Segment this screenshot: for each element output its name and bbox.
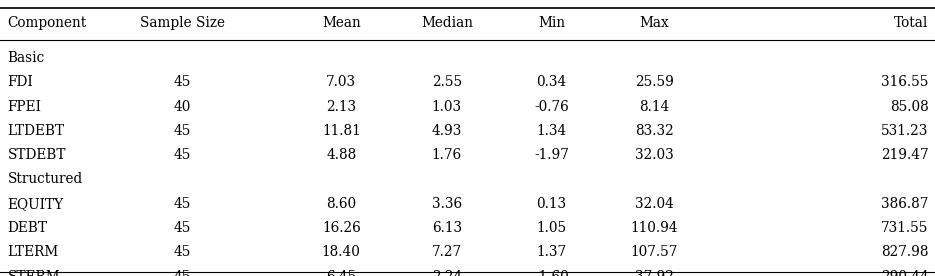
Text: 827.98: 827.98 [881, 245, 928, 259]
Text: 8.60: 8.60 [326, 197, 356, 211]
Text: 531.23: 531.23 [881, 124, 928, 138]
Text: 32.03: 32.03 [635, 148, 674, 162]
Text: 45: 45 [174, 245, 191, 259]
Text: -1.60: -1.60 [534, 270, 569, 276]
Text: 4.88: 4.88 [326, 148, 356, 162]
Text: 1.34: 1.34 [537, 124, 567, 138]
Text: Mean: Mean [322, 17, 361, 30]
Text: 6.13: 6.13 [432, 221, 462, 235]
Text: 32.04: 32.04 [635, 197, 674, 211]
Text: Min: Min [538, 17, 566, 30]
Text: -0.76: -0.76 [534, 100, 569, 113]
Text: 7.03: 7.03 [326, 75, 356, 89]
Text: Max: Max [640, 17, 669, 30]
Text: DEBT: DEBT [7, 221, 48, 235]
Text: 107.57: 107.57 [631, 245, 678, 259]
Text: 219.47: 219.47 [881, 148, 928, 162]
Text: 731.55: 731.55 [881, 221, 928, 235]
Text: 0.34: 0.34 [537, 75, 567, 89]
Text: EQUITY: EQUITY [7, 197, 64, 211]
Text: 83.32: 83.32 [635, 124, 674, 138]
Text: 16.26: 16.26 [322, 221, 361, 235]
Text: 40: 40 [174, 100, 191, 113]
Text: 25.59: 25.59 [635, 75, 674, 89]
Text: Basic: Basic [7, 51, 45, 65]
Text: 316.55: 316.55 [881, 75, 928, 89]
Text: 45: 45 [174, 148, 191, 162]
Text: 37.92: 37.92 [635, 270, 674, 276]
Text: -1.97: -1.97 [534, 148, 569, 162]
Text: Structured: Structured [7, 172, 82, 186]
Text: 45: 45 [174, 221, 191, 235]
Text: 8.14: 8.14 [640, 100, 669, 113]
Text: 386.87: 386.87 [881, 197, 928, 211]
Text: 1.76: 1.76 [432, 148, 462, 162]
Text: STDEBT: STDEBT [7, 148, 66, 162]
Text: 45: 45 [174, 75, 191, 89]
Text: 1.37: 1.37 [537, 245, 567, 259]
Text: 7.27: 7.27 [432, 245, 462, 259]
Text: 45: 45 [174, 270, 191, 276]
Text: 110.94: 110.94 [631, 221, 678, 235]
Text: LTERM: LTERM [7, 245, 59, 259]
Text: 45: 45 [174, 124, 191, 138]
Text: 1.05: 1.05 [537, 221, 567, 235]
Text: Component: Component [7, 17, 87, 30]
Text: FDI: FDI [7, 75, 34, 89]
Text: 2.13: 2.13 [326, 100, 356, 113]
Text: 2.24: 2.24 [432, 270, 462, 276]
Text: 3.36: 3.36 [432, 197, 462, 211]
Text: FPEI: FPEI [7, 100, 41, 113]
Text: 6.45: 6.45 [326, 270, 356, 276]
Text: 4.93: 4.93 [432, 124, 462, 138]
Text: Median: Median [421, 17, 473, 30]
Text: Total: Total [894, 17, 928, 30]
Text: 2.55: 2.55 [432, 75, 462, 89]
Text: 11.81: 11.81 [322, 124, 361, 138]
Text: 290.44: 290.44 [881, 270, 928, 276]
Text: Sample Size: Sample Size [140, 17, 224, 30]
Text: 1.03: 1.03 [432, 100, 462, 113]
Text: LTDEBT: LTDEBT [7, 124, 65, 138]
Text: 18.40: 18.40 [322, 245, 361, 259]
Text: 0.13: 0.13 [537, 197, 567, 211]
Text: 45: 45 [174, 197, 191, 211]
Text: STERM: STERM [7, 270, 60, 276]
Text: 85.08: 85.08 [890, 100, 928, 113]
